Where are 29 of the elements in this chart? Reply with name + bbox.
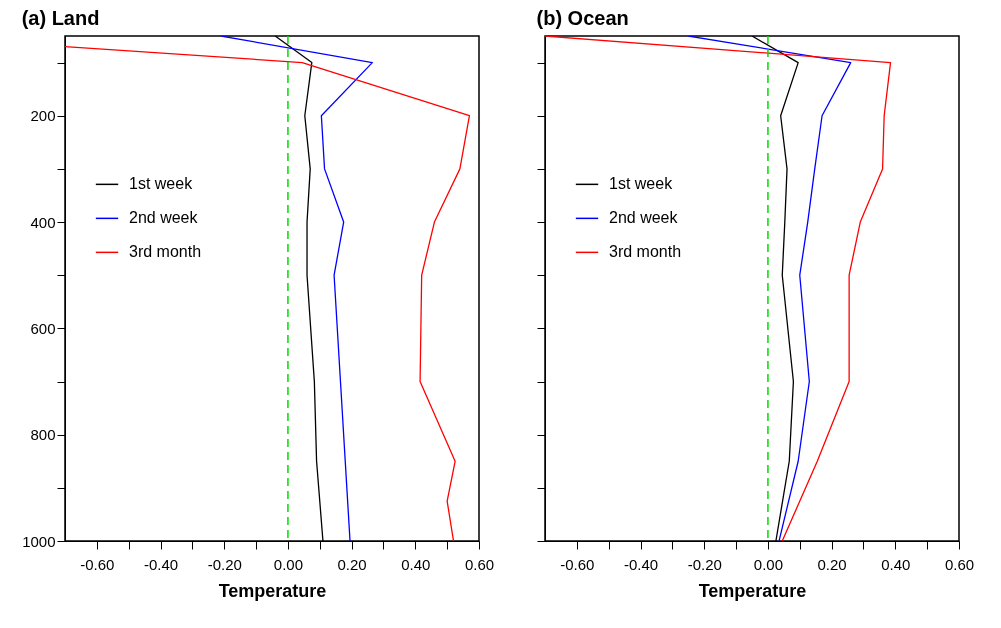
x-axis-title: Temperature [698, 580, 807, 601]
x-tick-label: 0.40 [401, 555, 431, 573]
legend-label: 3rd month [129, 243, 202, 261]
x-tick-label: 0.00 [273, 555, 304, 573]
chart-title: (b) Ocean [536, 7, 629, 30]
x-tick-label: 0.20 [337, 555, 367, 573]
x-tick-label: 0.60 [944, 555, 975, 573]
x-axis-title: Temperature [218, 580, 327, 601]
x-tick-label: -0.60 [560, 555, 595, 573]
y-tick-label: 1000 [22, 532, 56, 550]
y-tick-label: 600 [30, 319, 56, 337]
x-tick-label: -0.20 [207, 555, 242, 573]
legend-label: 2nd week [609, 209, 679, 227]
legend-label: 1st week [129, 175, 194, 193]
y-tick-label: 200 [30, 107, 56, 125]
y-tick-label: 400 [30, 213, 56, 231]
x-tick-label: -0.40 [143, 555, 179, 573]
legend-label: 1st week [609, 175, 674, 193]
x-tick-label: 0.40 [881, 555, 911, 573]
x-tick-label: 0.60 [464, 555, 495, 573]
x-tick-label: -0.20 [687, 555, 722, 573]
x-tick-label: -0.40 [623, 555, 659, 573]
y-tick-label: 800 [30, 426, 56, 444]
legend-label: 3rd month [609, 243, 682, 261]
x-tick-label: -0.60 [80, 555, 115, 573]
chart-title: (a) Land [21, 7, 100, 30]
x-tick-label: 0.00 [753, 555, 784, 573]
x-tick-label: 0.20 [817, 555, 847, 573]
legend-label: 2nd week [129, 209, 199, 227]
